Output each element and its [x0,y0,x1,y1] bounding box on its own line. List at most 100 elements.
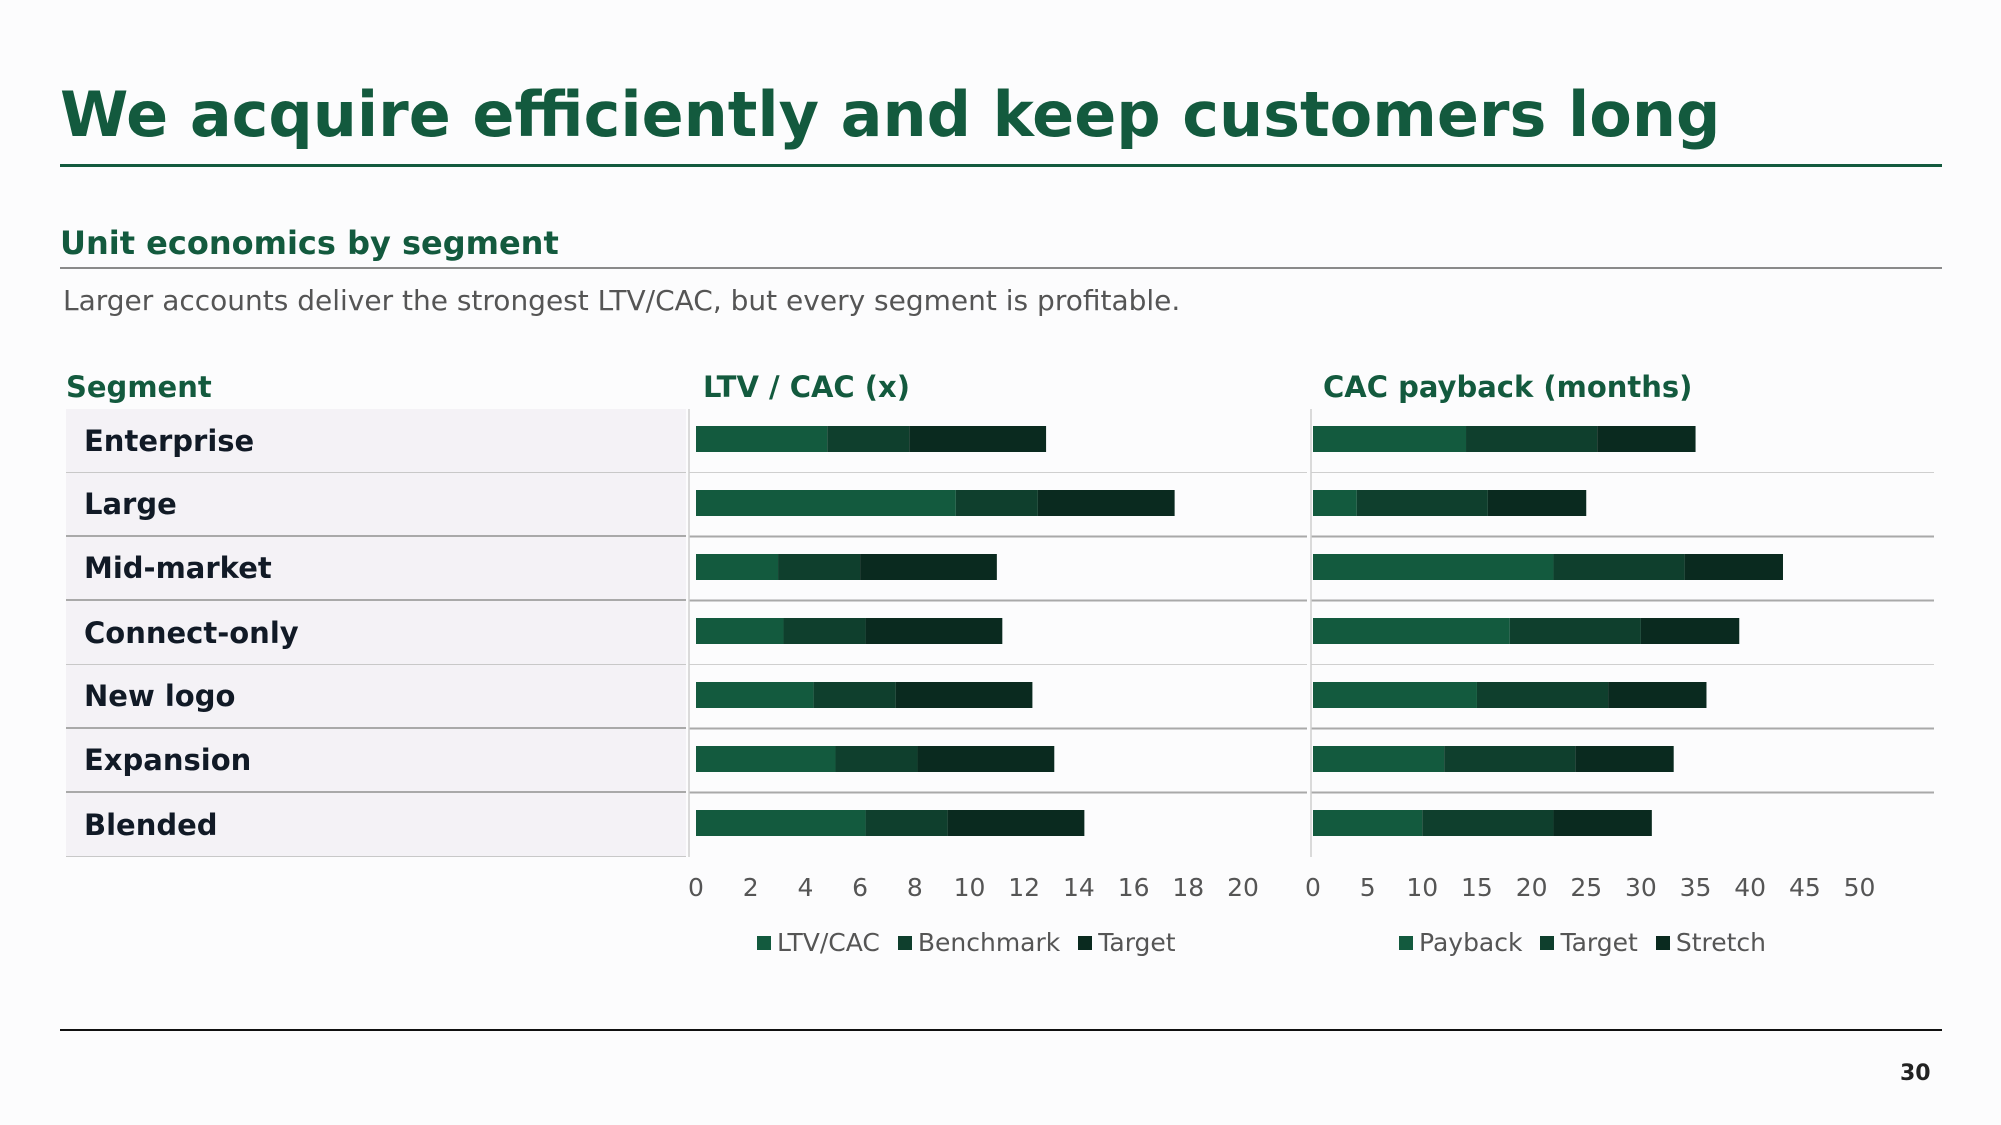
segment-label: Expansion [84,743,252,777]
legend-label: Benchmark [917,928,1061,957]
bar-stretch [1640,618,1740,644]
bar-benchmark [955,490,1038,516]
segment-label: Blended [84,807,218,842]
page-number: 30 [1900,1061,1931,1086]
segment-row: Blended [66,793,686,857]
bar-ltv-cac [696,682,814,708]
bar-payback [1313,554,1554,580]
bar-benchmark [827,426,910,452]
legend-swatch [1655,935,1670,950]
bar-payback [1313,490,1357,516]
legend-label: Target [1098,928,1176,957]
bar-target [1553,554,1685,580]
tick-label: 16 [1118,873,1150,902]
segment-row: Expansion [66,729,686,793]
bar-payback [1313,810,1423,836]
bar-stretch [1575,746,1674,772]
tick-label: 40 [1734,873,1766,902]
legend-swatch [1399,935,1413,950]
tick-label: 50 [1844,873,1876,902]
bar-target [1466,426,1598,452]
legend-swatch [757,935,771,950]
bar-stretch [1684,554,1783,580]
legend-swatch [1540,935,1555,950]
tick-label: 30 [1625,873,1657,902]
legend-swatch [1078,935,1093,950]
bar-stretch [1487,490,1587,516]
bar-target [917,746,1055,772]
segment-column-header: Segment [66,370,212,404]
tick-label: 25 [1570,873,1602,902]
bar-payback [1313,426,1467,452]
tick-label: 6 [852,873,868,902]
tick-label: 35 [1680,873,1712,902]
section-divider [60,267,1942,269]
bar-benchmark [835,746,918,772]
bar-stretch [1597,426,1696,452]
tick-label: 14 [1063,873,1095,902]
bar-stretch [1608,682,1707,708]
tick-label: 12 [1008,873,1040,902]
page-title: We acquire efficiently and keep customer… [60,78,1721,151]
segment-row: Enterprise [66,409,686,473]
bar-benchmark [778,554,861,580]
bar-target [909,426,1047,452]
bar-payback [1313,746,1445,772]
segment-label: Enterprise [84,423,255,458]
tick-label: 20 [1227,873,1259,902]
cac-payback-legend: Payback Target Stretch [1399,928,1784,957]
bar-target [1037,490,1175,516]
bar-target [860,554,997,580]
segment-label: Connect-only [84,615,299,650]
bar-target [947,810,1085,836]
footer-divider [60,1029,1942,1031]
ltv-cac-chart-title: LTV / CAC (x) [703,370,911,404]
legend-item: LTV/CAC [757,928,880,957]
tick-label: 45 [1789,873,1821,902]
tick-label: 4 [797,873,813,902]
section-caption: Larger accounts deliver the strongest LT… [63,284,1181,317]
legend-item: Benchmark [897,928,1061,957]
bar-target [1509,618,1641,644]
bar-target [895,682,1033,708]
tick-label: 8 [907,873,923,902]
legend-label: LTV/CAC [777,928,880,957]
tick-label: 10 [1406,873,1438,902]
tick-label: 5 [1360,873,1376,902]
bar-payback [1313,618,1510,644]
segment-row: Connect-only [66,601,686,665]
legend-item: Target [1540,928,1638,957]
segment-table: Enterprise Large Mid-market Connect-only… [66,409,686,857]
segment-label: Mid-market [84,551,272,585]
bar-target [865,618,1003,644]
legend-label: Stretch [1675,928,1767,957]
tick-label: 15 [1461,873,1493,902]
segment-row: New logo [66,665,686,729]
bar-ltv-cac [696,426,828,452]
ltv-cac-legend: LTV/CAC Benchmark Target [757,928,1194,957]
section-title: Unit economics by segment [60,224,559,262]
segment-label: Large [84,487,177,521]
bar-ltv-cac [696,810,866,836]
bar-stretch [1553,810,1652,836]
segment-row: Large [66,473,686,537]
legend-item: Payback [1399,928,1522,957]
bar-ltv-cac [696,746,836,772]
bar-target [1444,746,1576,772]
legend-swatch [897,935,912,950]
segment-row: Mid-market [66,537,686,601]
bar-target [1356,490,1488,516]
bar-benchmark [865,810,948,836]
bar-ltv-cac [696,554,779,580]
bar-target [1476,682,1609,708]
tick-label: 10 [954,873,986,902]
tick-label: 18 [1172,873,1204,902]
segment-label: New logo [84,679,236,713]
bar-ltv-cac [696,618,784,644]
bar-target [1422,810,1554,836]
bar-payback [1313,682,1477,708]
bar-ltv-cac [696,490,956,516]
tick-label: 0 [1305,873,1321,902]
title-divider [60,164,1942,167]
